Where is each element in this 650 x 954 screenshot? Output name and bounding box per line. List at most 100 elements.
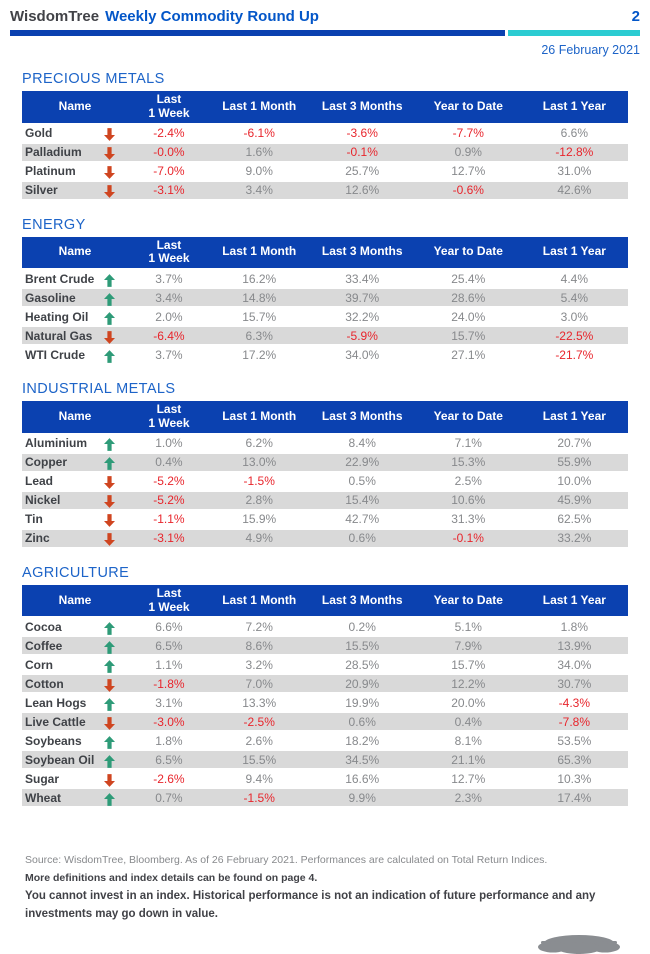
- value-cell: 15.7%: [451, 328, 486, 343]
- value-cell: 7.9%: [454, 638, 482, 653]
- commodity-name: Gasoline: [25, 290, 76, 305]
- commodity-name: Soybeans: [25, 733, 82, 748]
- commodity-table: Name Last 1 Week Last 1 Month Last 3 Months Y…: [22, 401, 628, 549]
- commodity-name: Natural Gas: [25, 328, 93, 343]
- tables-container: PRECIOUS METALS Name Last 1 Week Last 1 Mon…: [22, 71, 628, 808]
- value-cell: -7.8%: [558, 714, 591, 729]
- value-cell: 17.2%: [242, 347, 277, 362]
- value-cell: 3.1%: [155, 695, 183, 710]
- value-cell: 0.4%: [155, 455, 183, 470]
- footer-bottom-row: WisdomTree.com +44 (0) 207 448 4330: [10, 932, 640, 954]
- column-header: Last 3 Months: [308, 91, 416, 125]
- down-arrow-icon: [103, 143, 128, 162]
- commodity-row: Corn 1.1% 3.2% 28.5% 15.7% 34.0%: [22, 655, 628, 675]
- commodity-row: Gold -2.4% -6.1% -3.6% -7.7% 6.6%: [22, 123, 628, 143]
- source-note: Source: WisdomTree, Bloomberg. As of 26 …: [25, 854, 548, 867]
- column-header: Last 1 Week: [128, 236, 210, 271]
- value-cell: -4.3%: [558, 695, 591, 710]
- definitions-note: More definitions and index details can b…: [25, 872, 318, 885]
- value-cell: 25.4%: [451, 271, 486, 286]
- value-cell: 28.6%: [451, 290, 486, 305]
- commodity-name: Silver: [25, 183, 58, 198]
- commodity-row: Sugar -2.6% 9.4% 16.6% 12.7% 10.3%: [22, 769, 628, 789]
- value-cell: 20.0%: [451, 695, 486, 710]
- value-cell: 0.4%: [454, 714, 482, 729]
- value-cell: 53.5%: [557, 733, 592, 748]
- commodity-row: Zinc -3.1% 4.9% 0.6% -0.1% 33.2%: [22, 528, 628, 548]
- commodity-name: Wheat: [25, 790, 61, 805]
- value-cell: 3.4%: [245, 183, 273, 198]
- commodity-name: Aluminium: [25, 436, 87, 451]
- tree-icon: [537, 934, 620, 954]
- value-cell: 21.1%: [451, 752, 486, 767]
- commodity-name: Corn: [25, 657, 53, 672]
- column-header: Last 1 Month: [209, 91, 309, 125]
- down-arrow-icon: [103, 124, 128, 143]
- value-cell: -0.1%: [452, 531, 484, 546]
- value-cell: -7.7%: [452, 126, 484, 141]
- value-cell: 12.7%: [451, 164, 486, 179]
- column-header: Last 3 Months: [308, 584, 416, 619]
- commodity-row: Lead -5.2% -1.5% 0.5% 2.5% 10.0%: [22, 471, 628, 491]
- column-header: Last 1 Month: [209, 401, 309, 435]
- value-cell: 0.5%: [348, 474, 376, 489]
- page-number: 2: [631, 8, 640, 25]
- value-cell: 19.9%: [345, 695, 380, 710]
- up-arrow-icon: [103, 269, 128, 288]
- value-cell: 9.4%: [245, 771, 273, 786]
- up-arrow-icon: [103, 655, 128, 674]
- value-cell: 62.5%: [557, 512, 592, 527]
- commodity-row: Cocoa 6.6% 7.2% 0.2% 5.1% 1.8%: [22, 617, 628, 637]
- column-header: Year to Date: [415, 236, 521, 271]
- down-arrow-icon: [103, 472, 128, 491]
- value-cell: -1.1%: [153, 512, 185, 527]
- value-cell: 34.0%: [345, 347, 380, 362]
- header-rule-teal: [507, 30, 640, 36]
- up-arrow-icon: [103, 453, 128, 472]
- value-cell: 3.0%: [560, 309, 589, 324]
- value-cell: 12.2%: [451, 676, 486, 691]
- column-header: Year to Date: [415, 91, 521, 125]
- value-cell: 17.4%: [557, 790, 592, 805]
- column-header: Name: [22, 236, 129, 271]
- value-cell: 3.4%: [155, 290, 183, 305]
- value-cell: 45.9%: [557, 493, 592, 508]
- value-cell: 15.3%: [451, 455, 486, 470]
- value-cell: -1.5%: [243, 790, 275, 805]
- down-arrow-icon: [103, 510, 128, 529]
- commodity-name: Gold: [25, 126, 53, 141]
- section-title: INDUSTRIAL METALS: [22, 381, 176, 398]
- commodity-table: Name Last 1 Week Last 1 Month Last 3 Months Y…: [22, 91, 628, 201]
- up-arrow-icon: [103, 750, 128, 769]
- value-cell: 1.6%: [245, 145, 273, 160]
- value-cell: 42.7%: [345, 512, 380, 527]
- value-cell: 65.3%: [557, 752, 592, 767]
- column-header: Last 3 Months: [308, 401, 416, 435]
- commodity-name: Brent Crude: [25, 271, 95, 286]
- value-cell: 2.3%: [454, 790, 482, 805]
- column-header: Name: [22, 401, 129, 435]
- table-header-row: Name Last 1 Week Last 1 Month Last 3 Months Y…: [22, 401, 628, 435]
- up-arrow-icon: [103, 288, 128, 307]
- commodity-name: Sugar: [25, 771, 60, 786]
- commodity-section: AGRICULTURE Name Last 1 Week Last 1 Month La…: [22, 565, 628, 809]
- commodity-section: ENERGY Name Last 1 Week Last 1 Month Last 3 …: [22, 217, 628, 366]
- column-header: Last 1 Month: [209, 584, 309, 619]
- commodity-row: Coffee 6.5% 8.6% 15.5% 7.9% 13.9%: [22, 636, 628, 656]
- value-cell: 0.2%: [348, 619, 376, 634]
- value-cell: 24.0%: [451, 309, 486, 324]
- value-cell: 4.4%: [560, 271, 589, 286]
- down-arrow-icon: [103, 769, 128, 788]
- up-arrow-icon: [103, 636, 128, 655]
- header-rule: [10, 30, 640, 36]
- table-header-row: Name Last 1 Week Last 1 Month Last 3 Months Y…: [22, 584, 628, 619]
- value-cell: -5.2%: [153, 493, 185, 508]
- commodity-name: Coffee: [25, 638, 63, 653]
- value-cell: 30.7%: [557, 676, 592, 691]
- value-cell: 27.1%: [451, 347, 486, 362]
- value-cell: 10.0%: [557, 474, 592, 489]
- commodity-row: Soybeans 1.8% 2.6% 18.2% 8.1% 53.5%: [22, 731, 628, 751]
- up-arrow-icon: [103, 731, 128, 750]
- wisdomtree-logo: WisdomTree®: [526, 932, 640, 954]
- commodity-row: Soybean Oil 6.5% 15.5% 34.5% 21.1% 65.3%: [22, 750, 628, 770]
